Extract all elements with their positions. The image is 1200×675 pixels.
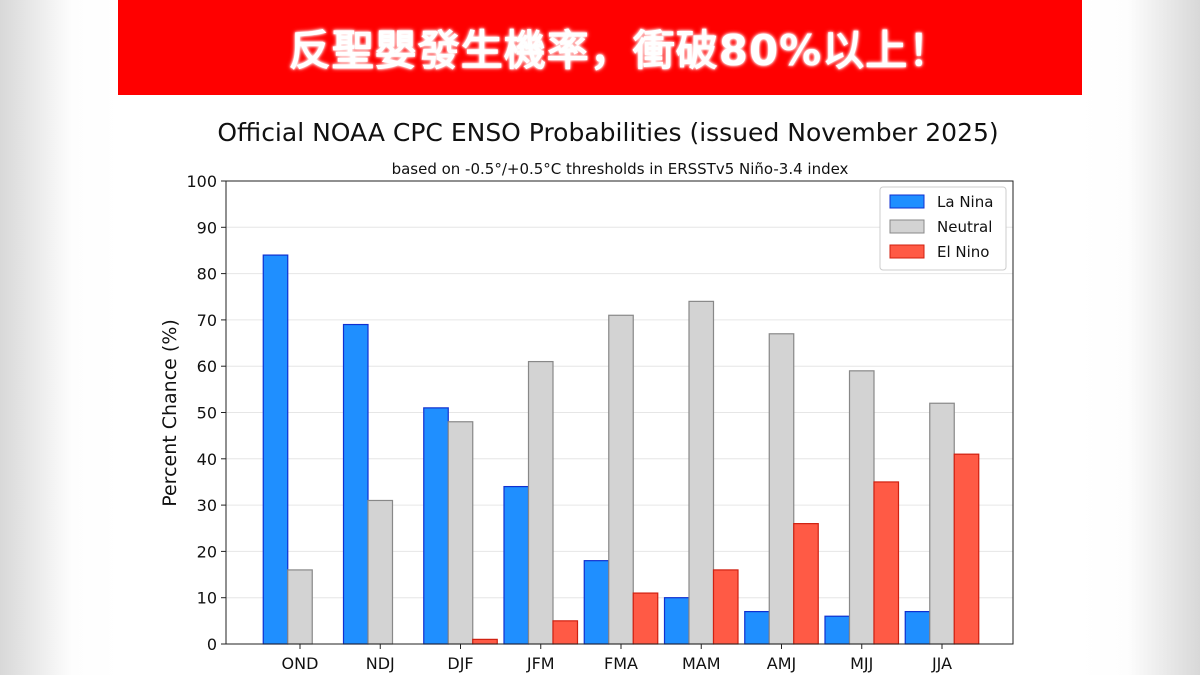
y-tick-label: 80 xyxy=(197,265,217,284)
bar-la-nina xyxy=(663,597,690,645)
bar-la-nina xyxy=(744,610,770,645)
y-tick-label: 30 xyxy=(197,496,217,515)
x-tick-label: NDJ xyxy=(366,654,395,673)
x-tick-label: MAM xyxy=(682,654,721,673)
y-tick-label: 40 xyxy=(197,450,217,469)
bar-neutral xyxy=(527,360,554,645)
legend-label: Neutral xyxy=(937,218,992,236)
y-tick-label: 0 xyxy=(207,635,217,654)
legend-label: La Nina xyxy=(937,193,993,211)
bar-el-nino xyxy=(793,523,819,645)
y-tick-label: 10 xyxy=(197,589,217,608)
y-tick-label: 90 xyxy=(197,218,217,237)
bar-neutral xyxy=(287,569,313,645)
x-tick-label: MJJ xyxy=(850,654,873,673)
legend-swatch xyxy=(889,244,925,259)
bar-el-nino xyxy=(873,481,900,645)
bar-el-nino xyxy=(552,620,579,645)
x-tick-label: JJA xyxy=(931,654,952,673)
y-tick-label: 50 xyxy=(197,404,217,423)
y-tick-label: 70 xyxy=(197,311,217,330)
bar-la-nina xyxy=(904,610,931,645)
bar-neutral xyxy=(447,421,474,645)
x-tick-label: FMA xyxy=(604,654,638,673)
bar-el-nino xyxy=(632,592,659,645)
bar-neutral xyxy=(768,333,795,645)
bar-neutral xyxy=(848,370,875,645)
bar-el-nino xyxy=(712,569,739,645)
bar-la-nina xyxy=(583,560,610,645)
bar-neutral xyxy=(929,402,955,645)
bar-neutral xyxy=(367,499,394,645)
bar-la-nina xyxy=(503,485,530,645)
bar-la-nina xyxy=(342,323,369,645)
x-tick-label: DJF xyxy=(447,654,473,673)
bar-neutral xyxy=(688,300,715,645)
y-tick-label: 100 xyxy=(186,172,217,191)
bar-el-nino xyxy=(953,453,980,645)
y-tick-label: 60 xyxy=(197,357,217,376)
chart-subtitle: based on -0.5°/+0.5°C thresholds in ERSS… xyxy=(392,160,849,178)
x-tick-label: JFM xyxy=(526,654,555,673)
legend-swatch xyxy=(889,194,925,209)
headline-banner: 反聖嬰發生機率，衝破80%以上！ xyxy=(118,0,1082,95)
bar-neutral xyxy=(608,314,634,645)
bar-la-nina xyxy=(824,615,851,645)
bar-la-nina xyxy=(262,254,289,645)
x-tick-label: AMJ xyxy=(767,654,796,673)
y-tick-label: 20 xyxy=(197,542,217,561)
bar-el-nino xyxy=(472,638,498,645)
chart-title: Official NOAA CPC ENSO Probabilities (is… xyxy=(217,118,998,147)
bar-la-nina xyxy=(423,407,449,645)
legend-swatch xyxy=(889,219,925,234)
x-tick-label: OND xyxy=(282,654,319,673)
headline-text: 反聖嬰發生機率，衝破80%以上！ xyxy=(288,26,952,75)
legend-label: El Nino xyxy=(937,243,990,261)
y-axis-label: Percent Chance (%) xyxy=(159,319,181,507)
